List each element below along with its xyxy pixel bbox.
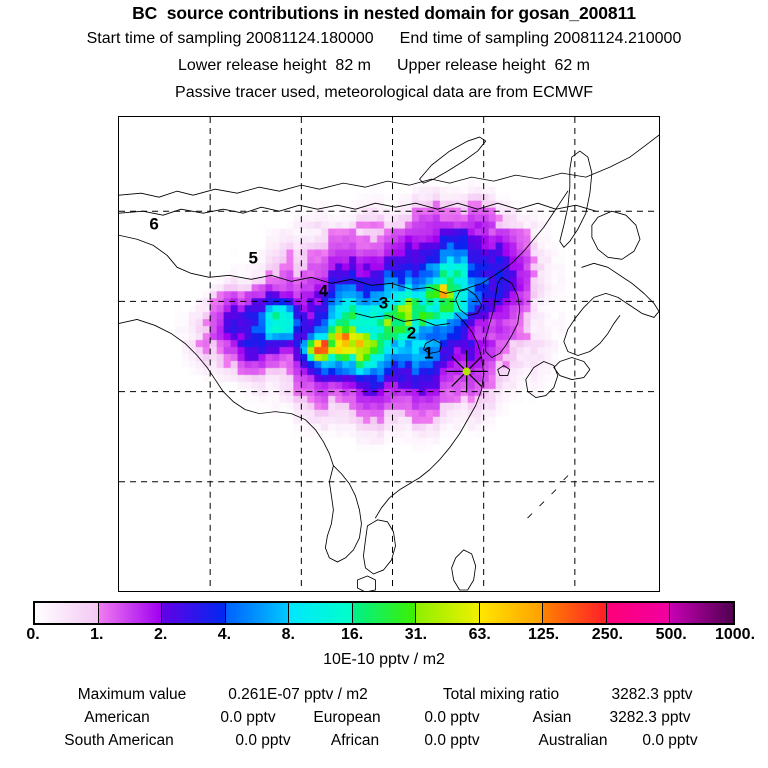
lower-height-label: Lower release height [177,57,327,74]
coastlines [119,134,659,591]
region-african-label: African [330,732,380,749]
colorbar-tick-250: 250. [591,626,623,643]
colorbar-tick-31: 31. [404,626,428,643]
colorbar-tick-1000: 1000. [714,626,756,643]
region-label-3: 3 [378,293,389,313]
coastline-segment-16 [363,519,396,575]
coastline-segment-3 [119,234,465,294]
region-asian-label: Asian [532,709,572,726]
stats-row-summary: Maximum value 0.261E-07 pptv / m2 Total mi… [0,686,768,708]
end-time-label: End time of sampling [399,30,550,47]
coastline-segment-12 [375,312,485,519]
colorbar-segment-8 [543,603,607,623]
region-asian-value: 3282.3 pptv [609,709,691,726]
colorbar-tick-labels: 0. 1. 2. 4. 8. 16. 31. 63. 125. 250. 500. 1000. [0,626,768,646]
colorbar-tick-1: 1. [90,626,104,643]
total-mixing-ratio-label: Total mixing ratio [442,686,560,703]
colorbar-segment-6 [416,603,480,623]
start-time-value: 20081124.180000 [245,30,374,47]
coastline-segment-10 [485,276,521,358]
coastline-segment-4 [463,190,569,290]
colorbar-segment-4 [289,603,353,623]
upper-height-value: 62 m [554,57,591,74]
max-value-label: Maximum value [77,686,187,703]
release-site-star [462,367,471,376]
colorbar-tick-2: 2. [153,626,168,643]
release-site-marker [445,350,488,393]
stats-row-north: American 0.0 pptv European 0.0 pptv Asian 328… [0,709,768,731]
coastline-segment-15 [324,465,362,563]
coastline-segment-18 [527,475,569,519]
region-label-6: 6 [149,214,159,234]
coastline-segment-6 [591,210,641,260]
colorbar-unit-label: 10E-10 pptv / m2 [323,651,445,668]
region-south-american-label: South American [64,732,174,749]
coastline-segment-1 [419,136,487,184]
region-african-value: 0.0 pptv [424,732,480,749]
stats-row-south: South American 0.0 pptv African 0.0 pptv Aus… [0,732,768,754]
colorbar-segment-9 [606,603,671,623]
map-coastlines-and-grid [119,117,659,591]
colorbar [33,601,735,625]
region-australian-value: 0.0 pptv [642,732,698,749]
region-european-value: 0.0 pptv [424,709,480,726]
region-australian-label: Australian [538,732,608,749]
region-south-american-value: 0.0 pptv [235,732,291,749]
page-title: BC source contributions in nested domain… [132,3,636,23]
coastline-segment-2 [119,202,597,216]
colorbar-segment-1 [98,603,163,623]
region-label-5: 5 [248,248,258,268]
region-label-1: 1 [423,343,434,363]
coastline-segment-26 [497,365,511,376]
region-american-label: American [84,709,150,726]
region-american-value: 0.0 pptv [220,709,276,726]
colorbar-segment-2 [162,603,226,623]
coastline-segment-0 [119,134,659,198]
coastline-segment-19 [357,575,376,591]
coastline-segment-5 [559,150,593,248]
colorbar-tick-8: 8. [281,626,295,643]
colorbar-segment-0 [35,603,99,623]
coastline-segment-7 [563,262,659,356]
colorbar-segment-5 [352,603,417,623]
colorbar-tick-16: 16. [340,626,364,643]
total-mixing-ratio-value: 3282.3 pptv [611,686,693,703]
lower-height-value: 82 m [335,57,371,74]
colorbar-segment-7 [479,603,544,623]
colorbar-segment-3 [225,603,290,623]
coastline-segment-27 [423,339,443,354]
colorbar-tick-125: 125. [527,626,560,643]
sampling-time-row: Start time of sampling 20081124.180000 En… [0,30,768,48]
colorbar-tick-500: 500. [655,626,687,643]
colorbar-tick-0: 0. [26,626,40,643]
release-height-row: Lower release height 82 m Upper release h… [0,57,768,75]
colorbar-tick-4: 4. [217,626,232,643]
coastline-segment-13 [355,312,451,326]
region-label-4: 4 [318,281,329,301]
start-time-label: Start time of sampling [86,30,242,47]
max-value-value: 0.261E-07 pptv / m2 [228,686,368,703]
coastline-segment-9 [525,361,559,399]
region-european-label: European [313,709,381,726]
colorbar-tick-63: 63. [468,626,491,643]
colorbar-segment-10 [670,603,734,623]
coastline-segment-17 [451,549,477,591]
tracer-note: Passive tracer used, meteorological data… [175,84,593,101]
end-time-value: 20081124.210000 [553,30,682,47]
upper-height-label: Upper release height [397,57,546,74]
region-label-2: 2 [406,323,417,343]
coastline-segment-11 [455,288,483,316]
coastline-segment-14 [119,319,334,467]
